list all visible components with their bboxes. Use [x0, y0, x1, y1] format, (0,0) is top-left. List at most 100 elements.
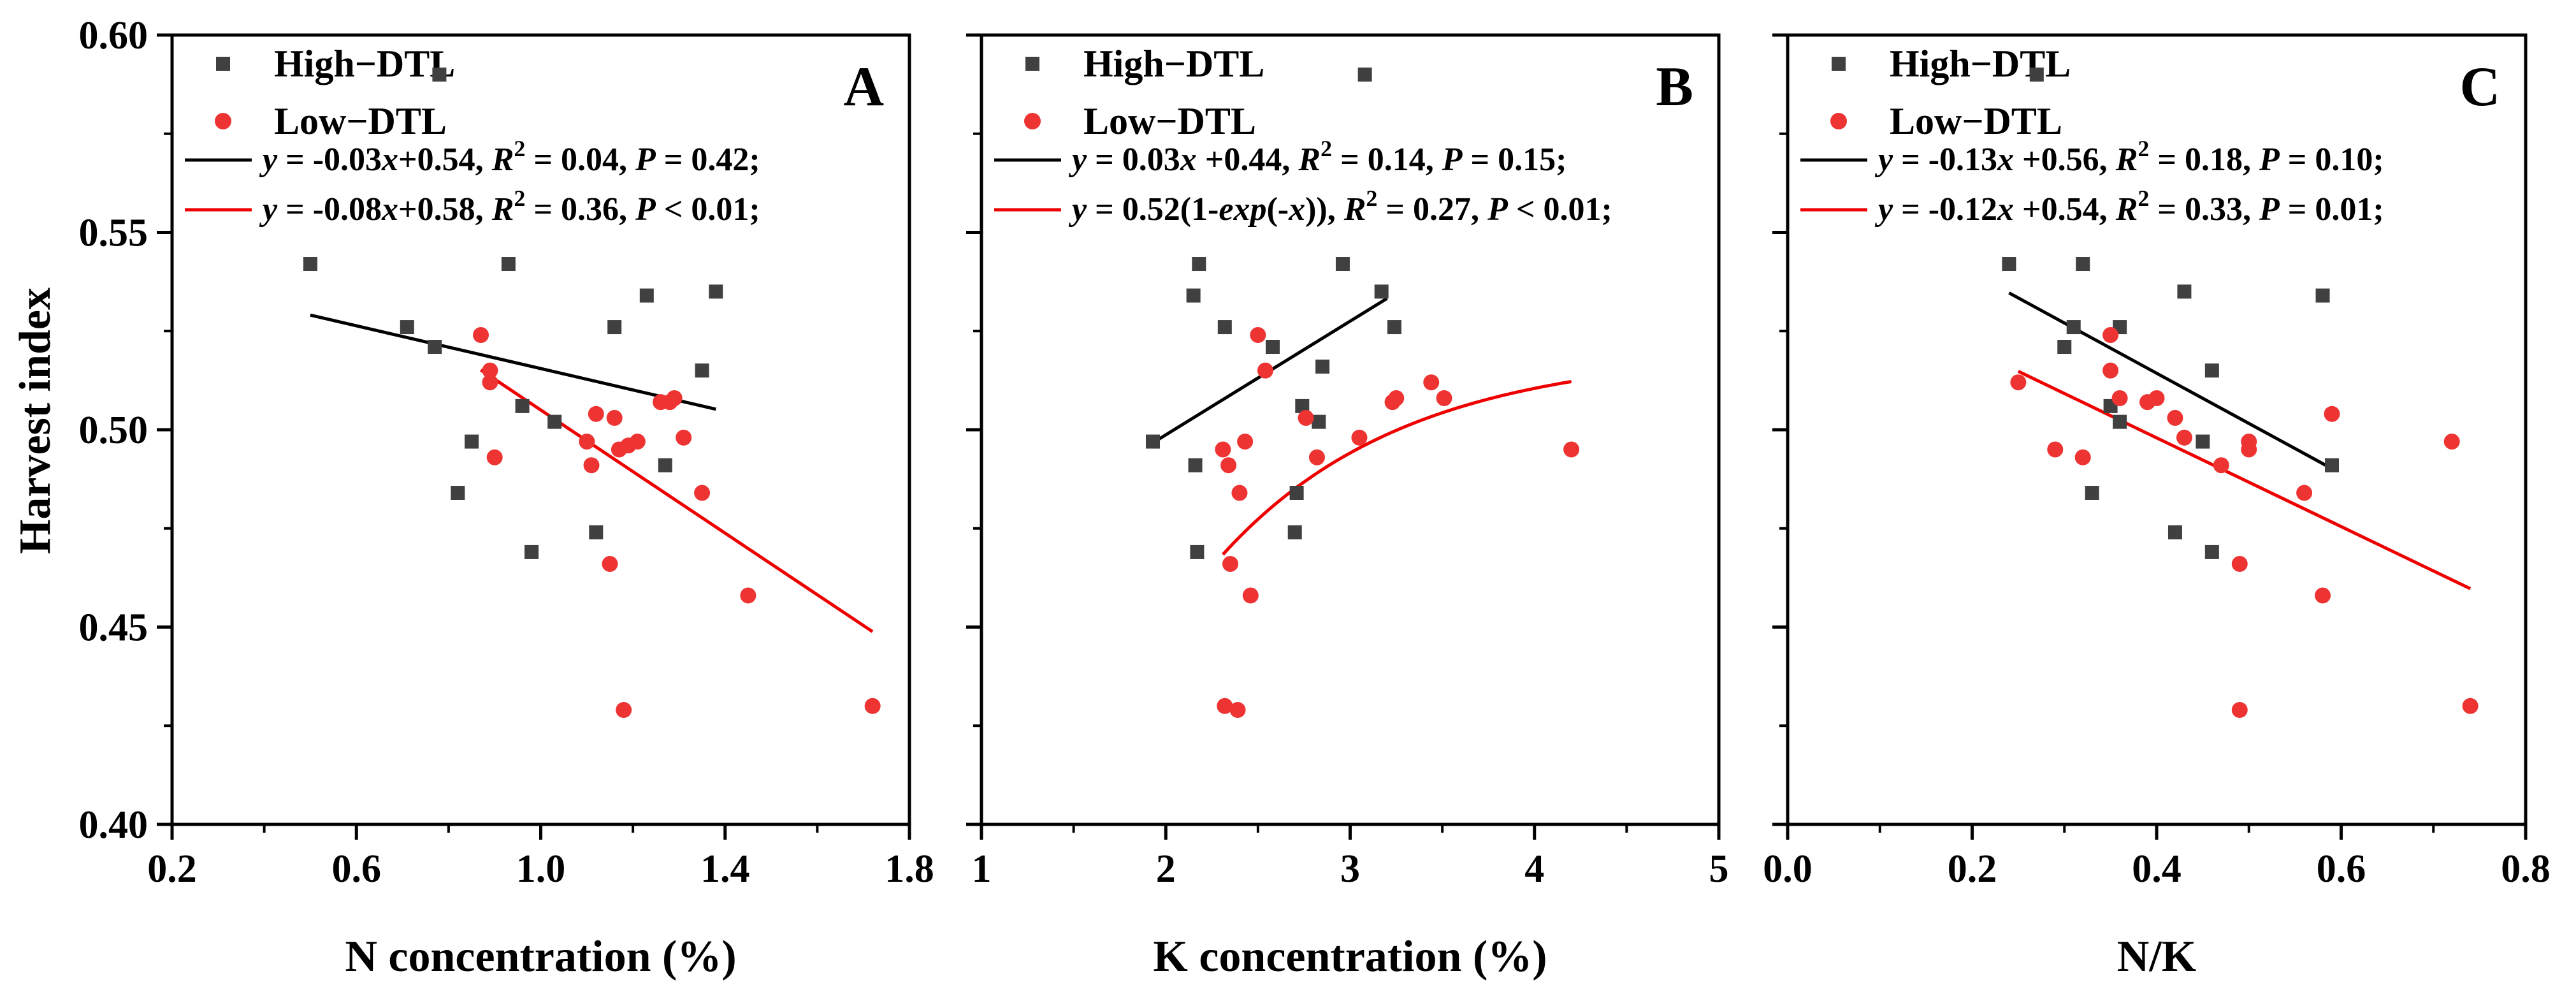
fit-equation: y = 0.52(1-exp(-x)), R2 = 0.27, P < 0.01… — [1068, 186, 1612, 228]
data-point-high — [639, 288, 654, 303]
data-point-high — [2029, 67, 2044, 82]
data-point-high — [2196, 434, 2210, 449]
x-tick-label: 1 — [972, 847, 992, 891]
fit-equation: y = -0.03x+0.54, R2 = 0.04, P = 0.42; — [259, 136, 760, 178]
data-point-high — [1188, 458, 1203, 472]
data-point-low — [1220, 457, 1237, 474]
data-point-low — [2231, 701, 2248, 718]
data-point-high — [1186, 288, 1201, 303]
data-point-low — [602, 555, 618, 572]
data-point-low — [1423, 374, 1440, 391]
fit-line-high — [2008, 291, 2333, 471]
data-point-low — [482, 362, 498, 379]
legend-label: Low−DTL — [274, 100, 447, 142]
data-point-low — [1215, 441, 1231, 458]
fit-line-high — [310, 313, 716, 411]
x-tick-label: 1.8 — [885, 847, 934, 891]
data-point-high — [1295, 398, 1310, 413]
data-point-low — [2010, 374, 2027, 391]
x-tick-label: 0.6 — [332, 847, 382, 891]
fit-line-low — [1222, 380, 1572, 556]
x-axis-title: K concentration (%) — [1153, 932, 1547, 981]
panel-B: 1 2 3 4 5 K concentration (%) B High−DTL Low−DTL… — [966, 33, 1729, 981]
fit-equation: y = 0.03x +0.44, R2 = 0.14, P = 0.15; — [1068, 136, 1567, 178]
x-tick-label: 0.2 — [147, 847, 197, 891]
x-tick-label: 1.0 — [516, 847, 566, 891]
data-point-low — [606, 409, 623, 426]
data-point-high — [525, 544, 539, 559]
panel-letter: C — [2459, 56, 2500, 118]
data-point-high — [589, 525, 604, 539]
data-point-low — [1217, 698, 1233, 714]
data-point-low — [2231, 555, 2248, 572]
data-point-high — [1192, 257, 1206, 272]
legend-marker-low — [1830, 113, 1847, 129]
data-point-low — [2213, 457, 2229, 474]
data-point-low — [2315, 587, 2331, 604]
data-point-high — [2085, 486, 2099, 500]
x-tick-label: 0.4 — [2132, 847, 2182, 891]
legend-marker-high — [1832, 57, 1846, 71]
x-axis-title: N concentration (%) — [345, 932, 736, 981]
data-point-high — [2002, 257, 2016, 272]
data-point-high — [2057, 340, 2072, 354]
fit-equation: y = -0.12x +0.54, R2 = 0.33, P = 0.01; — [1874, 186, 2384, 228]
data-point-low — [1298, 409, 1314, 426]
data-point-low — [2462, 698, 2478, 714]
data-point-high — [2315, 288, 2330, 303]
data-point-low — [1308, 449, 1325, 465]
data-point-low — [1222, 555, 1238, 572]
fit-equation: y = -0.13x +0.56, R2 = 0.18, P = 0.10; — [1874, 136, 2384, 178]
data-point-high — [1387, 320, 1401, 335]
data-point-low — [1242, 587, 1259, 604]
data-point-high — [451, 486, 465, 500]
data-point-low — [1229, 701, 1246, 718]
data-point-high — [465, 434, 479, 449]
data-point-high — [2204, 544, 2219, 559]
data-point-high — [400, 320, 414, 335]
data-point-low — [486, 449, 503, 465]
data-point-high — [1357, 67, 1372, 82]
data-point-low — [2047, 441, 2064, 458]
data-point-low — [2443, 434, 2460, 450]
data-point-low — [2111, 390, 2128, 406]
data-point-high — [658, 458, 672, 472]
data-point-low — [583, 457, 600, 474]
x-tick-label: 5 — [1709, 847, 1729, 891]
panel-A: 0.2 0.6 1.0 1.4 1.8 0.40 0.45 0.50 0.55 0.60 N con… — [79, 14, 934, 981]
data-point-high — [607, 320, 622, 335]
data-point-low — [629, 434, 646, 450]
fit-line-low — [2017, 370, 2471, 590]
data-point-low — [2074, 449, 2091, 465]
x-tick-label: 0.0 — [1763, 847, 1813, 891]
data-point-low — [1388, 390, 1405, 406]
x-tick-label: 1.4 — [700, 847, 750, 891]
fit-line-low — [480, 369, 874, 633]
data-point-low — [694, 485, 711, 501]
data-point-low — [666, 390, 683, 406]
legend-marker-low — [1024, 113, 1041, 129]
data-point-low — [740, 587, 756, 604]
data-point-high — [709, 284, 723, 299]
data-point-high — [1335, 257, 1350, 272]
data-point-high — [1190, 544, 1205, 559]
y-tick-label: 0.50 — [79, 409, 148, 452]
data-point-low — [1257, 362, 1273, 379]
data-point-high — [2177, 284, 2192, 299]
data-point-high — [695, 363, 709, 378]
data-point-low — [2102, 362, 2119, 379]
data-point-low — [2167, 409, 2183, 426]
panel-letter: B — [1656, 56, 1693, 118]
data-point-low — [588, 406, 604, 422]
data-point-low — [1231, 485, 1248, 501]
x-tick-label: 0.8 — [2501, 847, 2551, 891]
legend-marker-high — [1025, 57, 1039, 71]
data-point-low — [1237, 434, 1254, 450]
data-point-high — [1374, 284, 1389, 299]
data-point-high — [428, 340, 442, 354]
x-axis-title: N/K — [2117, 932, 2196, 981]
x-tick-label: 0.2 — [1948, 847, 1997, 891]
panel-letter: A — [843, 56, 884, 118]
